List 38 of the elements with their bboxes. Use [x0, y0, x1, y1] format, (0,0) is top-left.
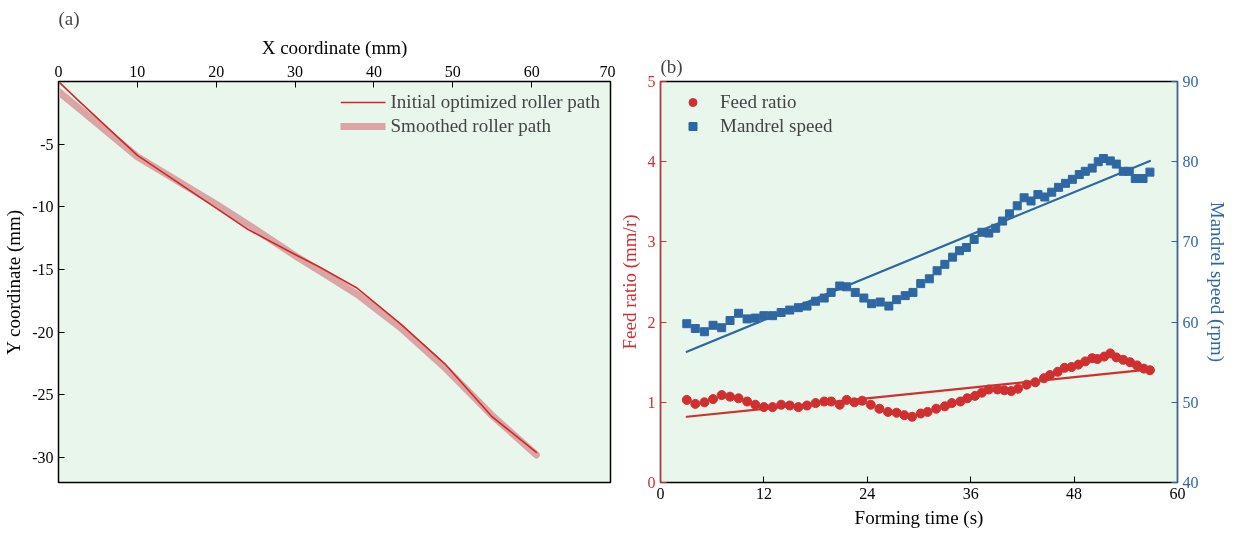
- x-tick-label: 12: [755, 484, 772, 502]
- y-tick-label: -10: [32, 198, 54, 216]
- y-tick-label: 5: [647, 73, 656, 90]
- y-tick-label: -20: [32, 323, 54, 341]
- x-tick-label: 40: [365, 62, 382, 80]
- y-tick-label: -30: [32, 448, 54, 466]
- x-tick-label: 48: [1066, 484, 1083, 502]
- y-tick-label: -15: [32, 260, 54, 278]
- x-tick-label: 50: [444, 62, 461, 80]
- legend-label: Smoothed roller path: [390, 115, 551, 137]
- chart-title: (b): [660, 55, 683, 78]
- x-axis-title: Forming time (s): [854, 506, 984, 529]
- legend-label: Initial optimized roller path: [390, 91, 600, 113]
- y-axis-title: Feed ratio (mm/r): [618, 214, 641, 350]
- y2-tick-label: 50: [1182, 393, 1199, 411]
- chart-title: (a): [58, 7, 80, 30]
- x-tick-label: 70: [599, 62, 616, 80]
- x-tick-label: 24: [859, 484, 876, 502]
- x-tick-label: 20: [208, 62, 225, 80]
- y-tick-label: 2: [647, 313, 656, 331]
- y2-tick-label: 70: [1182, 233, 1199, 251]
- y-tick-label: 3: [647, 233, 656, 251]
- y-tick-label: 4: [647, 153, 656, 171]
- legend-label: Mandrel speed: [720, 115, 833, 137]
- y-tick-label: 1: [647, 393, 656, 411]
- y2-tick-label: 80: [1182, 153, 1199, 171]
- y-axis-title: Y coordinate (mm): [3, 209, 26, 355]
- y2-tick-label: 90: [1182, 73, 1199, 90]
- y2-tick-label: 60: [1182, 313, 1199, 331]
- x-axis-title: X coordinate (mm): [261, 36, 408, 59]
- y-tick-label: -25: [32, 386, 54, 404]
- x-tick-label: 36: [962, 484, 979, 502]
- x-tick-label: 60: [523, 62, 540, 80]
- y2-axis-title: Mandrel speed (rpm): [1205, 201, 1228, 363]
- x-tick-label: 10: [129, 62, 146, 80]
- y-tick-label: -5: [40, 135, 54, 153]
- legend-label: Feed ratio: [720, 91, 797, 113]
- x-tick-label: 30: [287, 62, 304, 80]
